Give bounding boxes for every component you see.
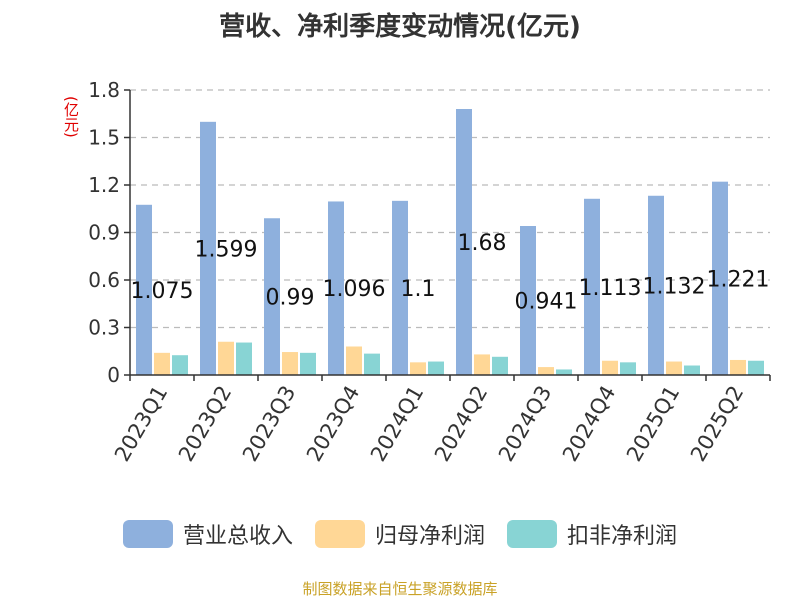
- data-label-revenue: 1.075: [131, 279, 194, 304]
- x-tick-label: 2025Q1: [622, 382, 684, 466]
- legend-item-revenue[interactable]: 营业总收入: [122, 518, 293, 550]
- legend: 营业总收入 归母净利润 扣非净利润: [0, 518, 800, 550]
- bar-2-2023Q3: [300, 352, 316, 375]
- y-tick-label: 1.2: [88, 173, 120, 197]
- x-tick-label: 2023Q4: [302, 382, 364, 466]
- x-tick-label: 2024Q3: [494, 382, 556, 466]
- bar-1-2024Q3: [538, 367, 554, 375]
- bar-1-2023Q4: [346, 346, 362, 375]
- y-tick-label: 0: [107, 363, 120, 387]
- legend-label-deducted-profit: 扣非净利润: [567, 524, 678, 549]
- bar-1-2025Q1: [666, 361, 682, 375]
- data-label-revenue: 1.221: [707, 267, 770, 292]
- x-tick-label: 2023Q2: [174, 382, 236, 466]
- bar-0-2025Q1: [648, 195, 664, 375]
- x-tick-label: 2025Q2: [686, 382, 748, 466]
- y-axis-unit-label: (亿元): [62, 96, 80, 138]
- data-label-revenue: 0.941: [515, 290, 578, 315]
- bar-0-2024Q2: [456, 109, 472, 375]
- x-tick-label: 2024Q2: [430, 382, 492, 466]
- legend-item-deducted-profit[interactable]: 扣非净利润: [507, 518, 677, 550]
- y-tick-label: 0.3: [88, 316, 120, 340]
- legend-swatch-revenue: [122, 520, 173, 548]
- bar-2-2023Q1: [172, 355, 188, 375]
- bar-0-2023Q3: [264, 218, 280, 375]
- bar-0-2024Q1: [392, 200, 408, 375]
- bar-0-2023Q2: [200, 121, 216, 375]
- bar-0-2023Q4: [328, 201, 344, 375]
- legend-swatch-net-profit: [314, 520, 365, 548]
- bar-2-2023Q2: [236, 342, 252, 375]
- bar-2-2025Q1: [684, 365, 700, 375]
- bar-1-2023Q1: [154, 352, 170, 375]
- data-source-footer: 制图数据来自恒生聚源数据库: [302, 580, 498, 598]
- y-tick-label: 0.6: [88, 268, 120, 292]
- x-tick-label: 2024Q4: [558, 382, 620, 466]
- chart-title: 营收、净利季度变动情况(亿元): [219, 12, 581, 42]
- bar-1-2023Q2: [218, 341, 234, 375]
- bar-1-2023Q3: [282, 352, 298, 375]
- bar-0-2023Q1: [136, 204, 152, 375]
- data-label-revenue: 1.599: [195, 237, 258, 262]
- bar-1-2024Q2: [474, 354, 490, 375]
- bar-2-2025Q2: [748, 360, 764, 375]
- x-tick-label: 2023Q1: [110, 382, 172, 466]
- bar-2-2023Q4: [364, 353, 380, 375]
- y-tick-label: 1.5: [88, 126, 120, 150]
- bar-1-2025Q2: [730, 359, 746, 375]
- bar-1-2024Q4: [602, 360, 618, 375]
- data-label-revenue: 0.99: [266, 286, 315, 311]
- data-label-revenue: 1.096: [323, 277, 386, 302]
- y-tick-label: 1.8: [88, 78, 120, 102]
- legend-label-net-profit: 归母净利润: [374, 524, 485, 549]
- bar-2-2024Q1: [428, 361, 444, 375]
- bar-2-2024Q4: [620, 362, 636, 375]
- bar-0-2024Q4: [584, 198, 600, 375]
- y-tick-label: 0.9: [88, 221, 120, 245]
- legend-item-net-profit[interactable]: 归母净利润: [314, 518, 485, 550]
- data-label-revenue: 1.68: [458, 231, 507, 256]
- legend-label-revenue: 营业总收入: [182, 524, 293, 549]
- data-label-revenue: 1.1: [401, 277, 436, 302]
- bar-2-2024Q2: [492, 356, 508, 375]
- data-label-revenue: 1.113: [579, 276, 642, 301]
- bar-2-2024Q3: [556, 369, 572, 375]
- x-tick-label: 2023Q3: [238, 382, 300, 466]
- data-label-revenue: 1.132: [643, 274, 706, 299]
- bar-0-2025Q2: [712, 181, 728, 375]
- x-tick-label: 2024Q1: [366, 382, 428, 466]
- bar-marks: [136, 109, 764, 375]
- legend-swatch-deducted-profit: [507, 520, 557, 548]
- bar-0-2024Q3: [520, 226, 536, 375]
- bar-1-2024Q1: [410, 362, 426, 375]
